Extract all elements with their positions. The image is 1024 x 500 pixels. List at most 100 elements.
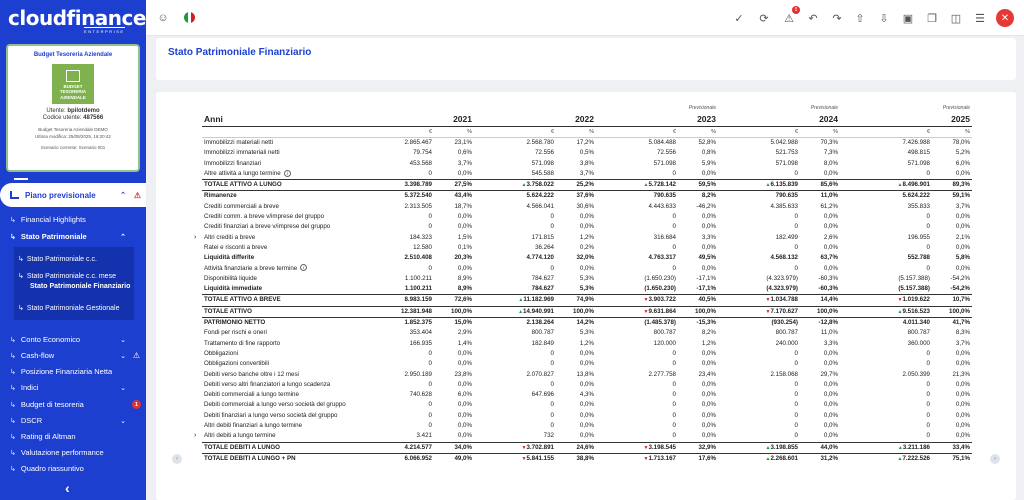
save-icon[interactable]: ▣: [902, 12, 914, 25]
cell-text: 78,0%: [952, 139, 970, 146]
sidebar-item-dscr[interactable]: ↳ DSCR ⌄: [0, 413, 146, 428]
cell-text: 2.313.505: [404, 202, 432, 210]
cell-text: 27,5%: [454, 181, 472, 189]
sidebar-item-quadro-riassuntivo[interactable]: ↳ Quadro riassuntivo: [0, 461, 146, 476]
warning-icon[interactable]: ⚠ 5: [782, 6, 800, 25]
cell-percent: 33,4%: [932, 441, 972, 454]
cell-text: 0: [794, 422, 798, 430]
list-icon[interactable]: ☰: [975, 12, 985, 25]
sidebar-item-cash-flow[interactable]: ↳ Cash-flow ⌄ ⚠: [0, 348, 146, 363]
top-toolbar: ☺ ✓ ⟳ ⚠ 5 ↶ ↷ ⇧ ⇩ ▣ ❐ ◫ ☰ ✕: [146, 0, 1024, 36]
subitem-arrow-icon: ↳: [10, 384, 16, 392]
sidebar-item-stato-patrimoniale[interactable]: ↳ Stato Patrimoniale ⌃: [0, 229, 146, 244]
app-logo[interactable]: cloudfinance: [0, 0, 146, 40]
cell-percent: 0,0%: [678, 243, 718, 253]
cell-value: 0: [474, 212, 556, 222]
scroll-right-icon[interactable]: ›: [990, 454, 1000, 464]
undo-icon[interactable]: ↶: [808, 12, 818, 25]
cell-value: 2.070.827: [474, 370, 556, 380]
row-label[interactable]: › Altri crediti a breve: [194, 233, 256, 241]
submenu-item-sp-cc[interactable]: ↳ Stato Patrimoniale c.c.: [18, 255, 134, 264]
budget-meta-line1: Budget Tesoreria Aziendale DEMO: [38, 127, 108, 132]
cell-percent: 70,3%: [800, 138, 840, 149]
cell-text: 85,6%: [820, 181, 838, 189]
cell-percent: 100,0%: [434, 305, 474, 319]
close-icon[interactable]: ✕: [996, 9, 1014, 27]
cell-text: 545.588: [531, 169, 554, 177]
cell-text: 3.702.891: [526, 443, 554, 451]
cell-text: 72.556: [535, 149, 554, 157]
submenu-item-sp-gestionale[interactable]: ↳ Stato Patrimoniale Gestionale: [18, 304, 134, 313]
cell-text: 0: [672, 213, 676, 221]
sidebar-item-valutazione-performance[interactable]: ↳ Valutazione performance: [0, 445, 146, 460]
cell-text: 0: [428, 380, 432, 388]
redo-icon[interactable]: ↷: [832, 12, 842, 25]
cell-text: 0,0%: [955, 422, 970, 430]
sidebar-item-label: Posizione Finanziaria Netta: [20, 367, 113, 376]
cell-value: ▲8.496.901: [840, 179, 932, 191]
submenu-item-sp-finanziario[interactable]: Stato Patrimoniale Finanziario: [18, 282, 134, 291]
row-label-text: Altri crediti a breve: [204, 233, 256, 241]
scroll-left-icon[interactable]: ‹: [172, 454, 182, 464]
cell-text: 100,0%: [451, 307, 472, 315]
trend-up-icon: ▲: [897, 182, 903, 189]
cell-text: 40,5%: [698, 296, 716, 304]
sidebar-item-posizione-finanziaria-netta[interactable]: ↳ Posizione Finanziaria Netta: [0, 364, 146, 379]
cell-percent: 27,5%: [434, 179, 474, 191]
info-icon[interactable]: i: [300, 264, 308, 272]
sidebar-item-financial-highlights[interactable]: ↳ Financial Highlights: [0, 212, 146, 227]
palette-icon[interactable]: ☺: [157, 12, 169, 24]
cell-percent: 0,0%: [800, 431, 840, 442]
cell-percent: 17,2%: [556, 138, 596, 149]
cell-text: 2,9%: [457, 329, 472, 337]
cell-text: 0: [550, 213, 554, 221]
cell-percent: 0,0%: [434, 411, 474, 421]
cell-value: 12.580: [352, 243, 434, 253]
cell-text: (930.254): [771, 319, 799, 327]
cell-percent: 0,0%: [678, 222, 718, 232]
submenu-item-label: Stato Patrimoniale c.c. mese: [26, 273, 116, 280]
table-row: Disponibilità liquide 1.100.211 8,9% 784.62…: [202, 274, 972, 284]
refresh-icon[interactable]: ⟳: [759, 12, 769, 25]
cell-text: 0,0%: [701, 432, 716, 440]
cell-text: -54,2%: [950, 285, 970, 293]
columns-icon[interactable]: ◫: [950, 12, 962, 25]
cell-percent: 0,0%: [800, 222, 840, 232]
sidebar-item-budget-di-tesoreria[interactable]: ↳ Budget di tesoreria 1: [0, 397, 146, 412]
info-icon[interactable]: i: [283, 169, 291, 177]
user-info: Utente: bpilotdemo: [8, 108, 138, 114]
cell-percent: 0,0%: [678, 359, 718, 369]
sidebar-item-label: Budget di tesoreria: [20, 400, 84, 409]
cell-text: 0,0%: [823, 401, 838, 409]
italy-flag-icon[interactable]: [184, 12, 195, 23]
cell-percent: 0,0%: [678, 411, 718, 421]
budget-card[interactable]: Budget Tesoreria Aziendale BUDGET TESORE…: [6, 44, 140, 172]
cell-text: 0,8%: [701, 149, 716, 157]
cell-percent: 0,0%: [800, 359, 840, 369]
cell-percent: 0,0%: [434, 169, 474, 180]
submenu-item-sp-cc-mese[interactable]: ↳ Stato Patrimoniale c.c. mese: [18, 272, 134, 281]
cell-text: 0: [672, 432, 676, 440]
cell-text: 4,3%: [579, 391, 594, 399]
check-icon[interactable]: ✓: [734, 12, 744, 25]
cell-percent: 89,3%: [932, 179, 972, 191]
cell-text: 21,3%: [952, 370, 970, 378]
menu-piano-previsionale[interactable]: Piano previsionale ⌃ ⚠: [0, 183, 146, 207]
sidebar-item-indici[interactable]: ↳ Indici ⌄: [0, 380, 146, 395]
collapse-sidebar-icon[interactable]: ‹: [65, 480, 70, 496]
header-spacer: [352, 104, 434, 112]
cell-text: 7.426.988: [902, 139, 930, 146]
cell-percent: 5,3%: [556, 274, 596, 284]
row-label[interactable]: › Altri debiti a lungo termine: [194, 432, 276, 440]
sidebar-item-rating-di-altman[interactable]: ↳ Rating di Altman: [0, 429, 146, 444]
cell-percent: 0,0%: [678, 390, 718, 400]
upload-icon[interactable]: ⇧: [855, 12, 865, 25]
cell-percent: 0,0%: [932, 431, 972, 442]
sidebar-item-conto-economico[interactable]: ↳ Conto Economico ⌄: [0, 332, 146, 347]
cell-text: 4.774.120: [526, 254, 554, 262]
cell-value: 1.100.211: [352, 284, 434, 295]
download-icon[interactable]: ⇩: [879, 12, 889, 25]
cell-text: 0,0%: [579, 360, 594, 368]
cell-percent: 0,0%: [932, 380, 972, 390]
copy-icon[interactable]: ❐: [927, 12, 937, 25]
